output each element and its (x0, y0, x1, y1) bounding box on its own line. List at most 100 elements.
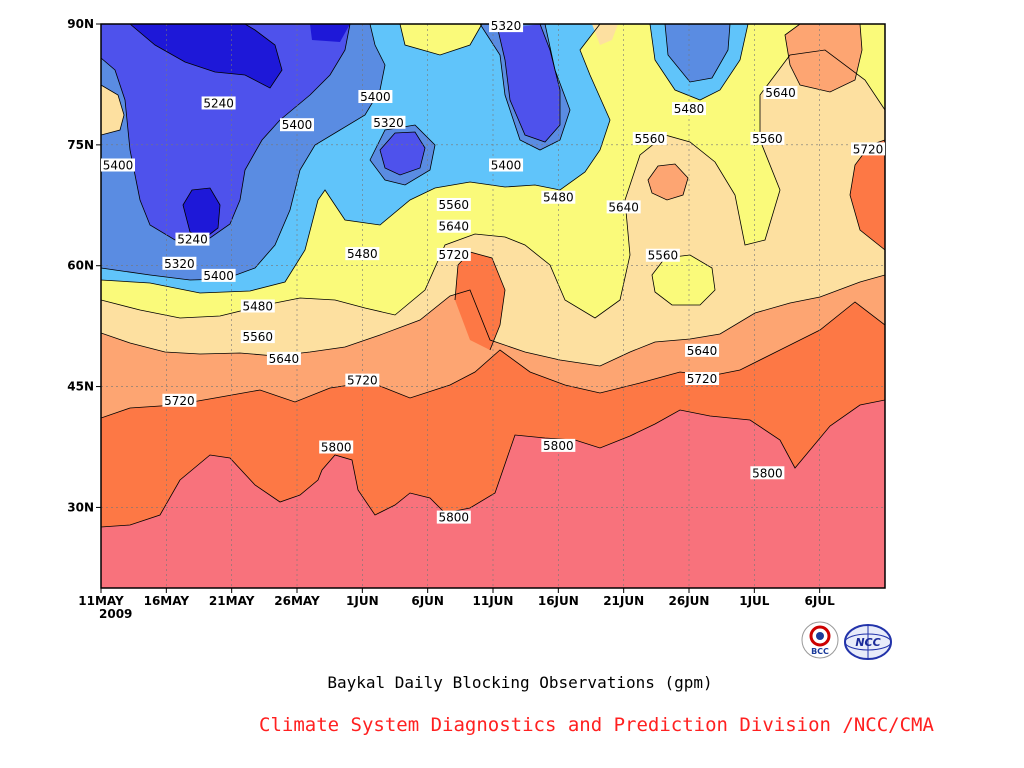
contour-label-bg (645, 248, 680, 262)
x-tick-label: 16JUN (538, 594, 579, 608)
chart-caption: Baykal Daily Blocking Observations (gpm) (327, 673, 713, 692)
contour-label-text: 5400 (491, 159, 522, 173)
contour-label-text: 5720 (853, 142, 884, 156)
contour-label-bg (240, 330, 275, 344)
y-axis: 30N 45N 60N 75N 90N (67, 17, 101, 514)
x-tick-label: 26JUN (669, 594, 710, 608)
contour-label-text: 5720 (347, 374, 378, 388)
contour-label-text: 5400 (103, 159, 134, 173)
contour-label-text: 5480 (243, 300, 274, 314)
contour-label-text: 5320 (373, 116, 404, 130)
contour-label: 5400 (489, 158, 524, 173)
x-tick-label: 6JUN (411, 594, 444, 608)
contour-label-bg (266, 351, 301, 365)
contour-label: 5480 (541, 190, 576, 205)
contour-label: 5720 (162, 393, 197, 408)
x-tick-label: 1JUL (739, 594, 770, 608)
ncc-logo-text: NCC (855, 636, 880, 649)
contour-label-bg (162, 393, 197, 407)
contour-label-text: 5240 (203, 96, 234, 110)
y-tick-label: 90N (67, 17, 94, 31)
contour-label-bg (371, 115, 406, 129)
x-tick-label: 16MAY (144, 594, 190, 608)
contour-label-text: 5640 (269, 352, 300, 366)
contour-label-text: 5640 (439, 220, 470, 234)
contour-label: 5480 (345, 247, 380, 261)
contour-label: 5640 (266, 351, 301, 366)
contour-label: 5400 (358, 90, 393, 104)
contour-label-bg (750, 131, 785, 145)
contour-label-text: 5800 (439, 511, 470, 525)
contour-label: 5400 (101, 158, 135, 173)
y-tick-label: 60N (67, 259, 94, 273)
contour-label: 5720 (345, 373, 380, 388)
contour-label-bg (763, 85, 798, 99)
contour-label: 5560 (436, 197, 471, 212)
x-tick-label: 11JUN (473, 594, 514, 608)
fill-5240-5320b (498, 24, 560, 142)
contour-label-text: 5720 (687, 372, 718, 386)
contour-label-bg (685, 372, 720, 386)
contour-label: 5400 (201, 268, 236, 283)
contour-label: 5800 (436, 510, 471, 525)
contour-label-bg (606, 200, 641, 214)
contour-label: 5560 (240, 330, 275, 344)
ncc-logo: NCC (844, 624, 892, 660)
contour-label: 5480 (240, 299, 275, 314)
contour-label-text: 5720 (439, 248, 470, 262)
fill-5240-5320 (101, 24, 350, 240)
fill-5320-5400d (665, 24, 730, 82)
contour-label: 5800 (750, 466, 785, 480)
y-tick-label: 75N (67, 138, 94, 152)
fill-5720-5800-tongue (455, 252, 505, 350)
contour-label-text: 5640 (687, 344, 718, 358)
contour-label: 5640 (606, 200, 641, 214)
contour-label-bg (750, 466, 785, 480)
contour-label: 5320 (371, 115, 406, 130)
fill-5480-5560-dot (652, 255, 715, 305)
contour-label: 5720 (436, 247, 471, 262)
contour-label-text: 5560 (648, 249, 679, 263)
fill-5480-5560-top (400, 24, 482, 55)
contour-label-bg (345, 247, 380, 261)
contour-label-text: 5800 (321, 441, 352, 455)
fill-below-5240b (183, 188, 220, 238)
x-axis: 11MAY 16MAY 21MAY 26MAY 1JUN 6JUN 11JUN 16JUN 21… (78, 588, 835, 621)
contour-label-text: 5560 (243, 330, 274, 344)
contour-label: 5640 (436, 219, 471, 234)
contour-label-bg (632, 131, 667, 145)
contour-label-text: 5480 (347, 247, 378, 261)
contour-label-bg (358, 90, 393, 104)
contour-label: 5560 (645, 248, 680, 263)
fill-below-5240c (310, 24, 350, 42)
contour-label-bg (240, 299, 275, 313)
contour-label-bg (201, 268, 236, 282)
contour-label-bg (489, 19, 524, 33)
contour-label-text: 5480 (674, 102, 705, 116)
contour-label-bg (201, 96, 236, 110)
x-tick-label: 21JUN (603, 594, 644, 608)
contour-label-text: 5240 (177, 233, 208, 247)
fill-5640-5720-dot (648, 164, 688, 200)
contour-label: 5320 (162, 256, 197, 271)
contour-label-text: 5640 (608, 200, 639, 214)
y-tick-label: 30N (67, 500, 94, 514)
contour-label: 5320 (489, 19, 524, 33)
contour-label-bg (541, 438, 576, 452)
contour-label-text: 5800 (543, 439, 574, 453)
contour-label: 5480 (672, 102, 706, 116)
contour-label: 5240 (175, 232, 210, 247)
x-tick-label: 21MAY (209, 594, 255, 608)
fill-below-5240 (130, 24, 282, 88)
x-tick-label: 26MAY (274, 594, 320, 608)
contour-label: 5640 (685, 343, 720, 358)
contour-label-bg (436, 197, 471, 211)
bcc-logo-text: BCC (811, 647, 829, 656)
contour-label-text: 5320 (491, 19, 522, 33)
contour-label-bg (541, 190, 576, 204)
contour-label-bg (101, 158, 135, 172)
contour-label-bg (345, 373, 380, 387)
fill-5640-5720-blob (785, 24, 862, 92)
contour-label-bg (851, 142, 885, 156)
